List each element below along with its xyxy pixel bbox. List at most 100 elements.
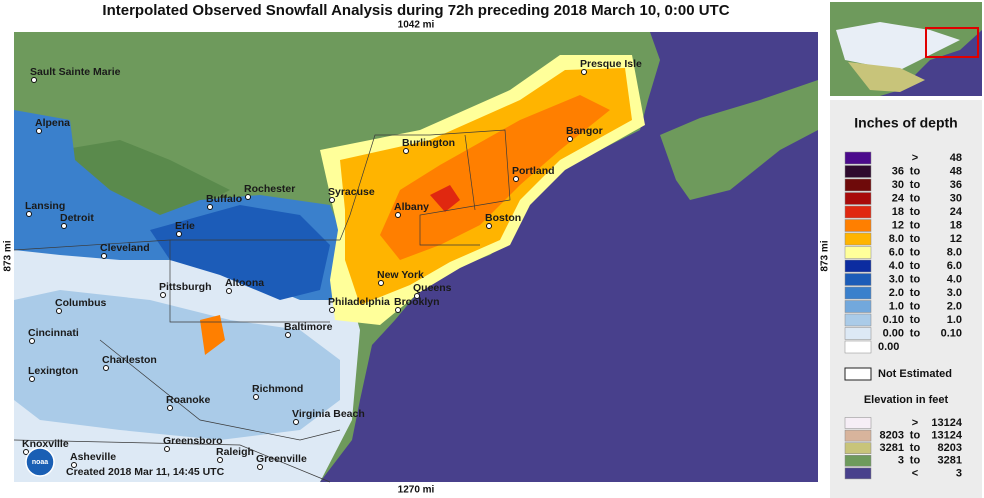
city-marker — [378, 280, 384, 286]
legend-low: 24 — [892, 192, 905, 204]
city-marker — [61, 223, 67, 229]
legend-swatch — [844, 417, 872, 429]
legend-high: 13124 — [931, 430, 962, 442]
legend-swatch — [844, 313, 872, 327]
nova-scotia — [660, 80, 818, 200]
city-label: Rochester — [244, 183, 295, 195]
city-label: Philadelphia — [328, 296, 390, 308]
city-label: Greensboro — [163, 435, 223, 447]
legend-high: 18 — [950, 219, 962, 231]
legend-high: 3 — [956, 467, 962, 479]
scale-bottom: 1270 mi — [398, 485, 435, 496]
city-marker — [56, 308, 62, 314]
snow-orange — [380, 95, 610, 260]
legend-title: Inches of depth — [854, 115, 957, 131]
city-marker — [567, 136, 573, 142]
legend-swatch — [844, 340, 872, 354]
city-marker — [253, 394, 259, 400]
legend-swatch — [844, 192, 872, 205]
snow-darkblue — [150, 205, 330, 300]
city-label: Sault Sainte Marie — [30, 66, 121, 78]
city-marker — [101, 253, 107, 259]
legend: Inches of depth >48 36 to 48 30 to 36 24 to 30 18 t… — [830, 100, 982, 498]
legend-low: 0.00 — [883, 327, 904, 339]
city-label: Burlington — [402, 137, 455, 149]
city-marker — [581, 69, 587, 75]
not-estimated-swatch — [844, 367, 872, 381]
legend-sep: to — [910, 327, 921, 339]
city-marker — [26, 211, 32, 217]
city-marker — [167, 405, 173, 411]
legend-low: 3 — [898, 455, 904, 467]
legend-swatch — [844, 455, 872, 467]
city-label: Erie — [175, 220, 195, 232]
city-label: Albany — [394, 201, 429, 213]
legend-swatch — [844, 442, 872, 454]
legend-sep: to — [910, 442, 921, 454]
legend-low: 12 — [892, 219, 904, 231]
legend-low: 3.0 — [889, 273, 904, 285]
legend-high: 3281 — [938, 455, 962, 467]
city-label: Pittsburgh — [159, 281, 212, 293]
legend-low: 2.0 — [889, 287, 904, 299]
legend-high: 1.0 — [947, 314, 962, 326]
legend-sep: to — [910, 287, 921, 299]
elevation-title: Elevation in feet — [864, 394, 949, 406]
legend-sep: to — [910, 455, 921, 467]
state-line — [169, 240, 330, 323]
legend-sep: < — [912, 467, 918, 479]
legend-sep: to — [910, 165, 921, 177]
legend-high: 4.0 — [947, 273, 962, 285]
city-marker — [31, 77, 37, 83]
city-label: Presque Isle — [580, 58, 642, 70]
city-marker — [513, 176, 519, 182]
legend-high: 2.0 — [947, 300, 962, 312]
city-marker — [395, 212, 401, 218]
legend-high: 30 — [950, 192, 962, 204]
city-marker — [176, 231, 182, 237]
city-label: Portland — [512, 165, 555, 177]
city-label: Virginia Beach — [292, 408, 365, 420]
legend-swatch — [844, 327, 872, 340]
legend-high: 24 — [950, 206, 963, 218]
state-lines — [13, 129, 511, 483]
legend-sep: to — [910, 219, 921, 231]
legend-low: 1.0 — [889, 300, 904, 312]
city-label: Richmond — [252, 383, 303, 395]
legend-sep: to — [910, 206, 921, 218]
legend-swatch — [844, 165, 872, 178]
legend-high: 48 — [950, 152, 962, 164]
city-marker — [23, 449, 29, 455]
city-label: Asheville — [70, 451, 116, 463]
city-label: Lexington — [28, 365, 78, 377]
city-marker — [293, 419, 299, 425]
state-line — [99, 339, 341, 441]
city-marker — [226, 288, 232, 294]
created-note: Created 2018 Mar 11, 14:45 UTC — [66, 466, 225, 478]
city-marker — [395, 307, 401, 313]
legend-high: 48 — [950, 165, 962, 177]
legend-high: 13124 — [931, 417, 962, 429]
legend-swatch — [844, 246, 872, 259]
snow-orange-wv — [200, 315, 225, 355]
city-label: New York — [377, 269, 424, 281]
city-marker — [285, 332, 291, 338]
legend-sep: to — [910, 192, 921, 204]
inset-highlight — [925, 27, 979, 58]
legend-low: 8203 — [880, 430, 904, 442]
state-line — [464, 134, 476, 211]
inset-map — [830, 2, 982, 96]
legend-swatch — [844, 259, 872, 273]
legend-sep: to — [910, 246, 921, 258]
city-marker — [29, 376, 35, 382]
legend-high: 8203 — [938, 442, 962, 454]
legend-sep: to — [910, 260, 921, 272]
city-label: Detroit — [60, 212, 94, 224]
city-marker — [217, 457, 223, 463]
legend-sep: > — [912, 417, 918, 429]
city-label: Cleveland — [100, 242, 150, 254]
scale-left: 873 mi — [3, 240, 14, 271]
city-label: Brooklyn — [394, 296, 440, 308]
legend-sep: to — [910, 273, 921, 285]
